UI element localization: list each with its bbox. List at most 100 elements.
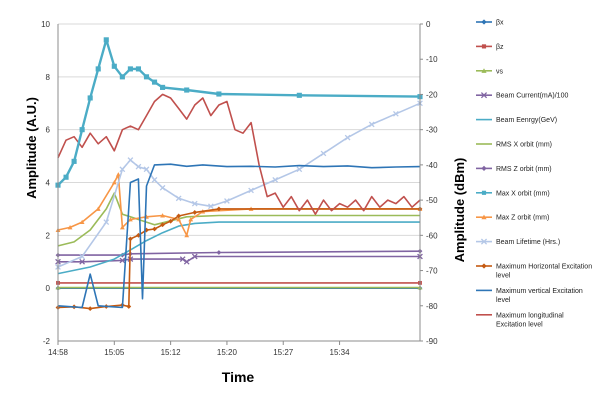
data-point <box>160 222 165 228</box>
y-right-tick-label: -80 <box>426 302 438 311</box>
y-right-tick-label: -30 <box>426 126 438 135</box>
data-point <box>127 157 134 163</box>
y-axis-right-title: Amplitude (dBm) <box>452 158 467 263</box>
legend-item-max-z-orbit-mm: Max Z orbit (mm) <box>476 214 549 222</box>
data-point-stroke <box>119 166 126 173</box>
legend-label: Max Z orbit (mm) <box>496 215 549 222</box>
y-right-tick-label: -20 <box>426 90 438 99</box>
data-point-stroke <box>207 203 214 210</box>
data-point <box>184 232 190 238</box>
data-point <box>79 258 85 265</box>
grid-lines <box>58 23 420 342</box>
legend-item-beam-eenrgy-gev: Beam Eenrgy(GeV) <box>476 117 557 124</box>
data-point <box>115 172 121 177</box>
x-tick-label: 15:27 <box>273 348 294 357</box>
data-point-stroke <box>191 200 198 207</box>
legend: βx βz νs Beam Current(mA)/100 Beam Eenrgy(Ge… <box>476 19 592 328</box>
data-point <box>135 163 142 170</box>
data-point <box>95 66 101 72</box>
legend-marker <box>481 214 487 220</box>
legend-marker <box>481 190 487 195</box>
y-axis-left-title: Amplitude (A.U.) <box>24 97 39 199</box>
x-tick-label: 15:05 <box>104 348 125 357</box>
legend-marker <box>481 19 487 25</box>
data-point <box>119 166 126 173</box>
data-point-stroke <box>344 134 351 141</box>
y-left-tick-label: 8 <box>46 73 51 82</box>
data-point <box>192 210 198 215</box>
data-point <box>67 225 73 230</box>
legend-item-z: βz <box>476 44 504 51</box>
legend-item-x: βx <box>476 19 504 27</box>
x-axis-title: Time <box>222 369 255 385</box>
data-point-stroke <box>248 187 254 194</box>
data-point <box>188 217 194 222</box>
y-right-tick-label: -10 <box>426 55 438 64</box>
data-point-stroke <box>179 256 186 262</box>
y-left-tick-label: 10 <box>41 20 50 29</box>
data-point <box>184 87 190 93</box>
series-rms-x-orbit-mm <box>57 192 420 247</box>
legend-marker <box>481 68 487 73</box>
y-right-tick-label: -60 <box>426 231 438 240</box>
data-point <box>296 92 302 98</box>
series-line-maximum-horizontal-excitation-level <box>57 208 420 310</box>
series-line-beam-eenrgy-gev <box>57 221 420 275</box>
data-point-stroke <box>183 258 190 265</box>
data-point <box>95 206 101 211</box>
data-point-stroke <box>224 198 230 204</box>
data-point-stroke <box>135 163 142 170</box>
legend-item-beam-current-ma-100: Beam Current(mA)/100 <box>476 92 568 100</box>
y-left-tick-label: 2 <box>46 231 51 240</box>
data-point <box>344 134 351 141</box>
data-point <box>128 236 133 242</box>
data-point <box>320 150 327 157</box>
data-point-stroke <box>143 166 150 173</box>
legend-marker <box>481 165 487 171</box>
data-point <box>159 184 166 191</box>
series-line-max-z-orbit-mm <box>57 173 420 237</box>
data-point <box>216 206 222 212</box>
data-point <box>119 74 125 80</box>
data-point <box>368 121 375 128</box>
data-point <box>143 74 150 80</box>
data-point <box>143 166 150 173</box>
axes: -20246810-90-80-70-60-50-40-30-20-10014:… <box>41 20 438 357</box>
series-line-max-x-orbit-mm <box>57 38 421 186</box>
legend-label: RMS X orbit (mm) <box>496 142 552 149</box>
legend-label: νs <box>496 68 504 75</box>
data-point <box>393 110 399 117</box>
data-point <box>79 219 85 225</box>
legend-label: Maximum Horizontal Excitation <box>496 264 592 271</box>
data-point <box>151 176 158 183</box>
data-point <box>191 200 198 207</box>
data-point <box>79 253 85 260</box>
legend-label: RMS Z orbit (mm) <box>496 166 552 173</box>
data-point-stroke <box>103 219 110 225</box>
x-tick-label: 14:58 <box>48 348 69 357</box>
y-right-tick-label: -90 <box>426 337 438 346</box>
legend-label: Max X orbit (mm) <box>496 190 550 197</box>
y-right-tick-label: -40 <box>426 161 438 170</box>
data-point <box>71 158 77 164</box>
data-point <box>119 257 126 264</box>
data-point <box>87 95 93 101</box>
y-left-tick-label: 4 <box>46 179 51 188</box>
data-point <box>152 226 157 232</box>
data-point <box>296 166 303 173</box>
legend-label: level <box>496 273 511 280</box>
legend-label: Maximum longitudinal <box>496 312 564 319</box>
legend-label: level <box>496 297 511 304</box>
legend-label: Maximum vertical Excitation <box>496 288 583 295</box>
legend-item-max-x-orbit-mm: Max X orbit (mm) <box>476 190 550 197</box>
series-line-rms-x-orbit-mm <box>57 192 420 247</box>
data-point <box>160 213 165 218</box>
data-point-stroke <box>159 184 166 191</box>
data-point-stroke <box>175 195 182 202</box>
data-point-stroke <box>272 176 279 183</box>
data-point-stroke <box>79 253 85 260</box>
data-point-stroke <box>320 150 327 157</box>
data-point <box>127 66 133 72</box>
data-point <box>224 198 230 204</box>
legend-marker <box>480 92 488 99</box>
